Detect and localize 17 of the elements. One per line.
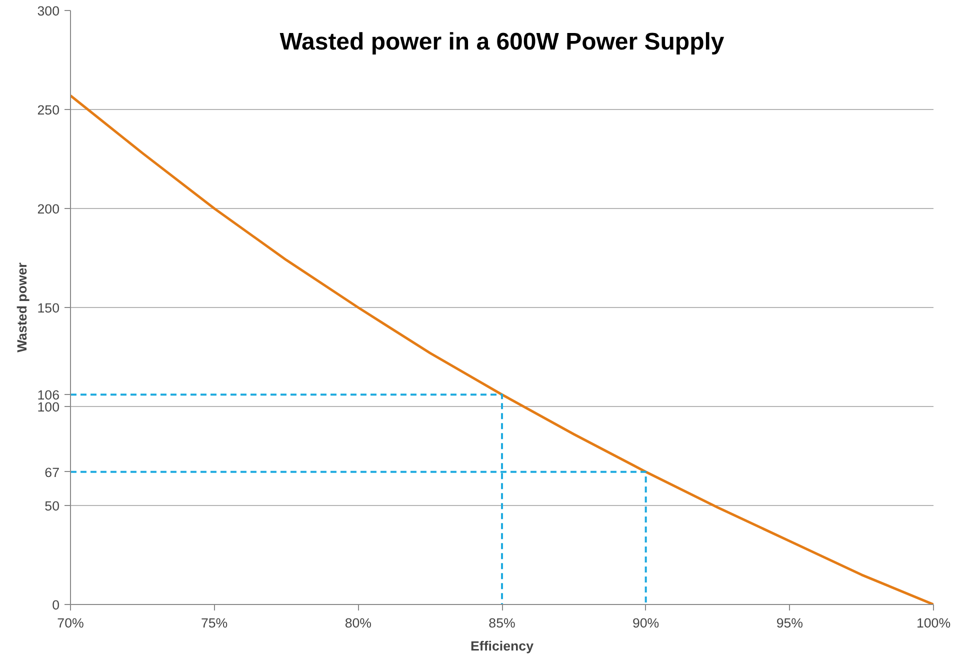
y-tick-label: 150 — [37, 300, 60, 316]
y-tick-label: 67 — [44, 464, 60, 480]
x-tick-label: 80% — [344, 616, 372, 630]
text: Wasted power in a 600W Power Supply — [280, 28, 725, 56]
x-tick-label: 90% — [632, 616, 660, 630]
x-tick-label: 75% — [200, 616, 228, 630]
x-tick-label: 85% — [488, 616, 516, 630]
x-tick-label: 70% — [57, 616, 84, 630]
y-axis-title: Wasted power — [14, 262, 30, 352]
x-tick-label: 100% — [916, 616, 951, 630]
y-tick-label: 250 — [37, 102, 60, 118]
x-tick-label: 95% — [776, 616, 804, 630]
y-tick-label: 200 — [37, 202, 60, 216]
x-axis-title: Efficiency — [470, 638, 534, 654]
y-tick-label: 300 — [37, 4, 60, 18]
y-tick-label: 50 — [44, 498, 60, 514]
y-tick-label: 0 — [52, 598, 60, 612]
